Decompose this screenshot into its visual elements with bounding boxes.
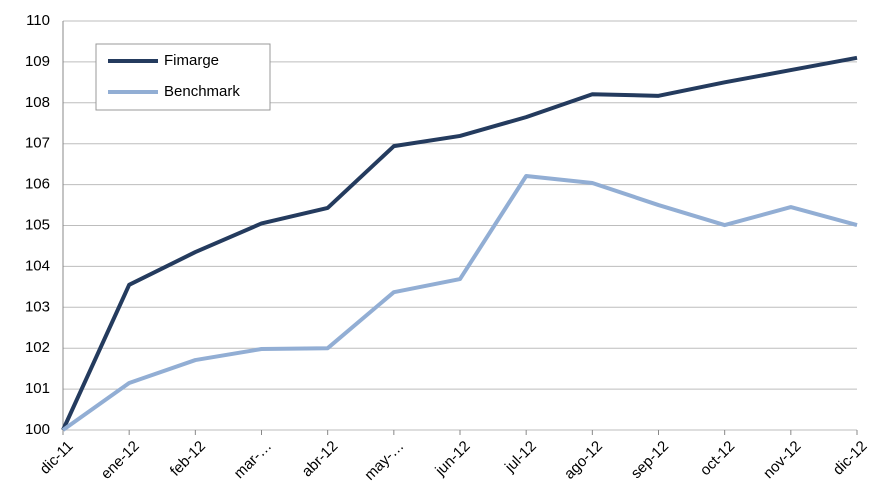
legend-label: Fimarge (164, 52, 219, 69)
x-tick-label: oct-12 (697, 438, 739, 480)
y-tick-label: 107 (25, 135, 50, 152)
y-tick-label: 101 (25, 380, 50, 397)
legend-label: Benchmark (164, 83, 240, 100)
series-line (61, 55, 858, 431)
x-tick-label: abr-12 (299, 438, 342, 481)
y-tick-label: 105 (25, 216, 50, 233)
x-tick-label: ago-12 (561, 438, 606, 483)
y-tick-label: 108 (25, 94, 50, 111)
y-tick-label: 102 (25, 339, 50, 356)
y-tick-label: 106 (25, 176, 50, 193)
x-tick-label: mar-… (231, 438, 275, 482)
x-tick-label: dic-11 (37, 438, 77, 478)
y-tick-label: 104 (25, 257, 50, 274)
y-tick-label: 110 (26, 12, 50, 29)
x-tick-label: nov-12 (760, 438, 804, 482)
legend-box (95, 43, 271, 111)
x-tick-label: dic-12 (830, 438, 871, 479)
y-tick-label: 100 (25, 421, 50, 438)
y-tick-label: 109 (25, 53, 50, 70)
x-tick-label: ene-12 (98, 438, 143, 483)
x-tick-label: sep-12 (628, 438, 672, 482)
x-tick-label: feb-12 (167, 438, 209, 480)
series-line (61, 174, 858, 432)
y-tick-label: 103 (25, 298, 50, 315)
x-tick-label: jul-12 (501, 438, 540, 477)
x-tick-label: jun-12 (431, 438, 473, 480)
x-tick-label: may-… (361, 438, 407, 484)
